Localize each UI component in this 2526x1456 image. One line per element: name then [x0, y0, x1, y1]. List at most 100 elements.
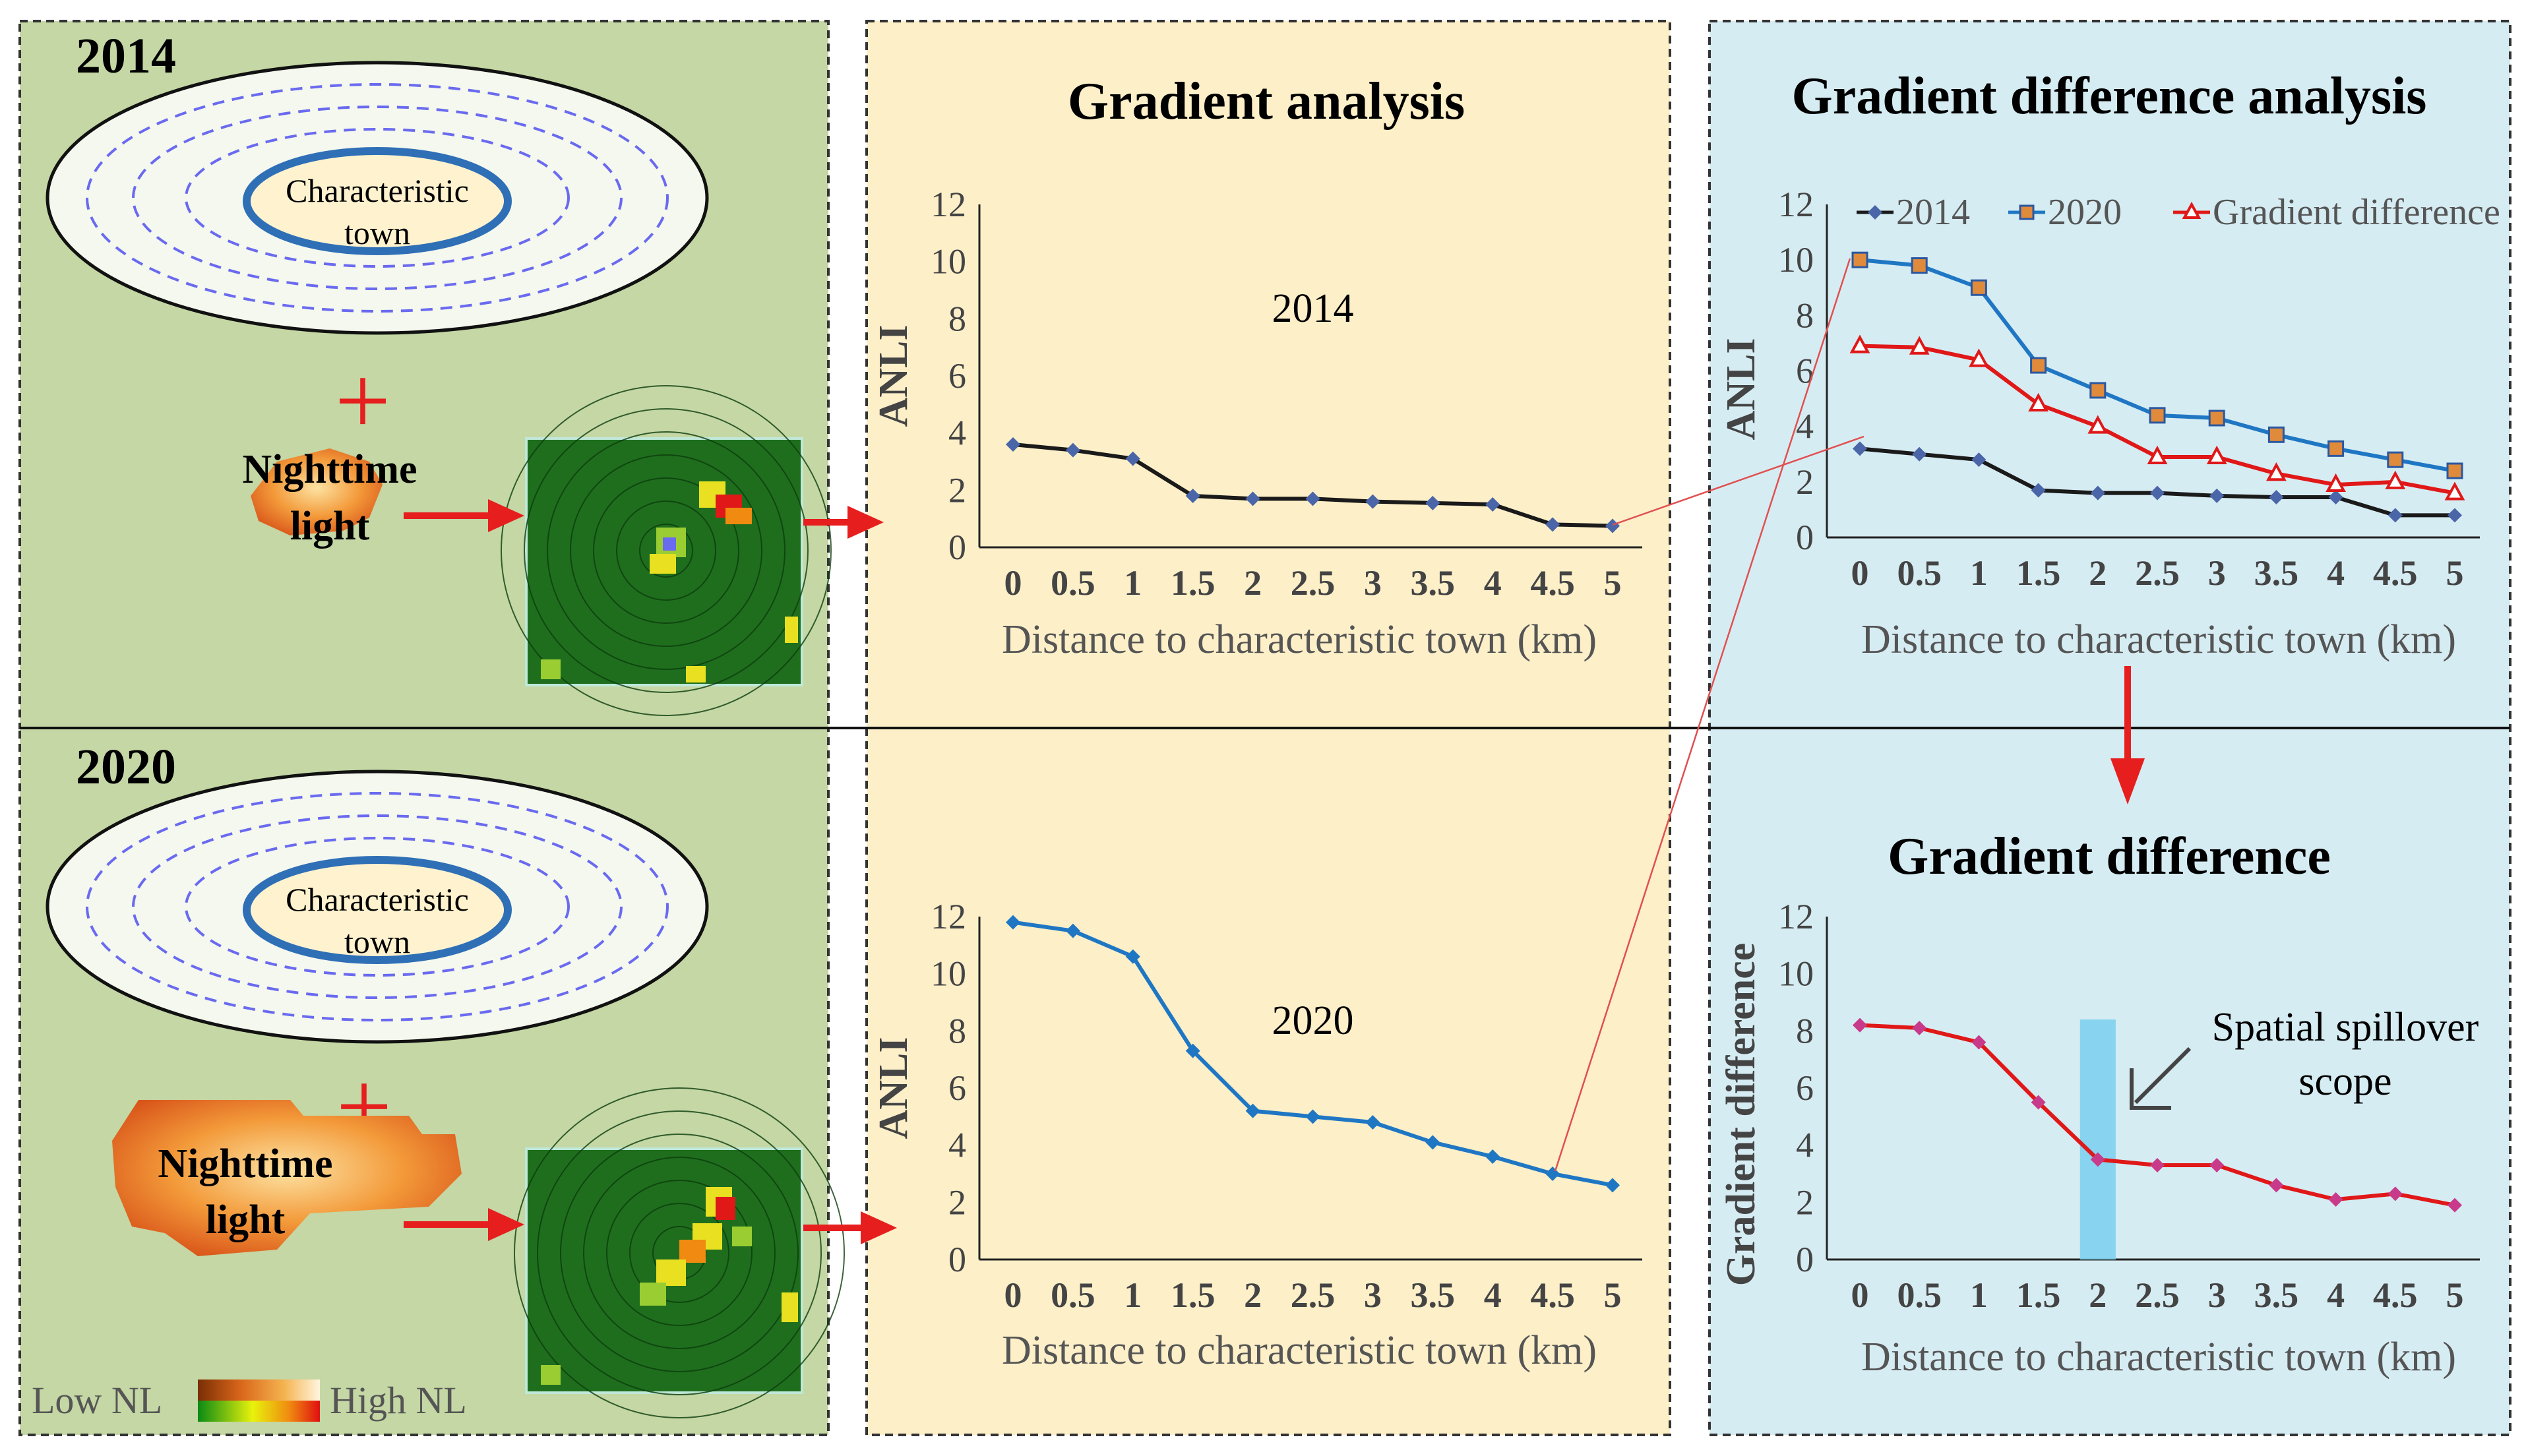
y-tick-label: 10 [1778, 240, 1814, 280]
data-point [1365, 1115, 1380, 1130]
x-tick-label: 5 [1604, 1275, 1622, 1315]
data-point [2206, 445, 2227, 464]
y-tick-label: 6 [1796, 351, 1814, 391]
nighttime-light-label-2020-line1: Nighttime [158, 1141, 332, 1186]
data-point [2150, 1158, 2165, 1172]
x-tick-label: 2.5 [1291, 563, 1336, 603]
nighttime-light-label-2014-line1: Nighttime [242, 447, 417, 492]
flow-arrow-2 [803, 506, 884, 539]
legend-marker [2182, 201, 2202, 219]
data-point [2090, 485, 2105, 501]
y-tick-label: 0 [948, 528, 966, 567]
y-tick-label: 0 [1796, 518, 1814, 557]
data-point [1425, 495, 1440, 510]
y-tick-label: 8 [1796, 1011, 1814, 1050]
data-point [1125, 949, 1140, 964]
y-tick-label: 12 [1778, 185, 1814, 224]
x-tick-label: 2 [2089, 553, 2107, 593]
spillover-pointer-arrow [2130, 1046, 2192, 1110]
x-tick-label: 2.5 [2135, 1275, 2180, 1315]
x-tick-label: 0 [1851, 553, 1869, 593]
town-label-2014-line2: town [344, 214, 410, 251]
x-tick-label: 1.5 [1171, 563, 1216, 603]
data-point [2089, 382, 2107, 399]
data-point [1185, 1043, 1200, 1058]
y-tick-label: 10 [931, 954, 966, 994]
x-tick-label: 2 [1244, 563, 1262, 603]
data-point [2387, 508, 2403, 523]
data-point [2149, 407, 2166, 424]
data-point [1971, 452, 1987, 468]
x-tick-label: 4 [1484, 1275, 1502, 1315]
y-axis-label: ANLI [1719, 338, 1764, 440]
nighttime-light-blob-2020 [112, 1100, 462, 1256]
data-point [1485, 497, 1500, 512]
y-tick-label: 12 [931, 185, 966, 224]
flow-arrow-4 [803, 1211, 897, 1244]
nl-raster-map-2020 [514, 1087, 845, 1418]
data-point [2444, 481, 2465, 501]
data-point [1185, 489, 1200, 503]
x-tick-label: 4.5 [2373, 553, 2418, 593]
data-point [2387, 1186, 2403, 1201]
data-point [1849, 334, 1870, 353]
data-point [2328, 1192, 2343, 1207]
x-tick-label: 5 [2446, 553, 2464, 593]
data-point [2448, 508, 2462, 523]
data-point [1909, 336, 1930, 355]
y-tick-label: 6 [948, 356, 966, 396]
spillover-scope-band [2079, 1019, 2116, 1259]
legend-marker [2019, 204, 2035, 220]
x-tick-label: 4 [1484, 563, 1502, 603]
flow-arrow-down [2110, 666, 2145, 804]
y-tick-label: 4 [1796, 1126, 1814, 1165]
x-axis-label: Distance to characteristic town (km) [1002, 1328, 1597, 1373]
title-gradient-difference: Gradient difference [1888, 828, 2331, 886]
y-tick-label: 2 [1796, 1182, 1814, 1222]
y-tick-label: 0 [948, 1240, 966, 1279]
data-point [2087, 415, 2109, 434]
x-tick-label: 1.5 [2016, 1275, 2061, 1315]
chart-year-label: 2014 [1272, 286, 1354, 331]
legend-marker [1868, 205, 1882, 220]
y-tick-label: 8 [948, 1011, 966, 1050]
y-tick-label: 10 [1778, 954, 1814, 994]
y-tick-label: 4 [948, 413, 966, 453]
data-point [1969, 348, 1989, 367]
data-point [2150, 485, 2165, 501]
y-tick-label: 8 [948, 299, 966, 338]
spillover-label-line2: scope [2298, 1059, 2391, 1104]
x-tick-label: 2.5 [1291, 1275, 1336, 1315]
data-point [2448, 1198, 2462, 1213]
y-tick-label: 4 [948, 1126, 966, 1165]
x-tick-label: 3.5 [2254, 1275, 2299, 1315]
x-tick-label: 3.5 [2254, 553, 2299, 593]
data-point [1853, 1017, 1867, 1033]
y-tick-label: 6 [948, 1068, 966, 1108]
x-tick-label: 4 [2327, 1275, 2345, 1315]
title-gradient-analysis: Gradient analysis [1068, 73, 1465, 131]
data-point [2208, 410, 2225, 427]
town-label-2014-line1: Characteristic [286, 172, 469, 209]
flow-arrow-3 [404, 1208, 524, 1241]
plus-sign-2014: + [335, 346, 391, 456]
data-point [1853, 441, 1867, 456]
data-point [2327, 440, 2345, 457]
x-tick-label: 4.5 [1530, 563, 1575, 603]
x-axis-label: Distance to characteristic town (km) [1861, 617, 2456, 662]
nighttime-light-blob-2014 [251, 448, 383, 535]
y-tick-label: 12 [1778, 897, 1814, 936]
x-tick-label: 1 [1970, 553, 1988, 593]
chart-difference: 0 2 4 6 8 10 12 0 0.5 1 1.5 2 2.5 3 3.5 4 4.5 5 Distance t… [1719, 897, 2480, 1380]
data-point [2147, 445, 2168, 464]
data-point [2385, 470, 2406, 489]
x-tick-label: 4.5 [1530, 1275, 1575, 1315]
y-tick-label: 6 [1796, 1068, 1814, 1108]
x-tick-label: 0 [1004, 563, 1022, 603]
x-tick-label: 1 [1124, 1275, 1142, 1315]
title-gradient-difference-analysis: Gradient difference analysis [1792, 67, 2427, 125]
legend-nl-ramp-orange [198, 1380, 320, 1401]
